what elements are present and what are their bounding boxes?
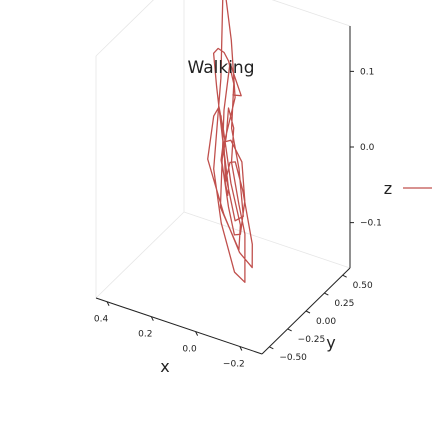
trajectory-line	[207, 0, 253, 283]
y-tick-mark	[342, 274, 347, 278]
pane-edge-6	[95, 0, 154, 57]
y-tick-label: 0.50	[353, 281, 373, 291]
pane-edge-5	[271, 0, 351, 27]
x-tick-mark	[195, 331, 199, 336]
z-tick-label: 0.1	[360, 67, 374, 77]
z-tick-label: −0.1	[360, 219, 382, 229]
pane-edge-1	[95, 211, 185, 299]
y-axis-label: y	[326, 333, 335, 352]
chart-title: Walking	[188, 58, 255, 78]
x-tick-mark	[106, 301, 110, 306]
y-tick-mark	[324, 292, 329, 296]
x-axis-line	[95, 297, 263, 355]
y-tick-mark	[269, 346, 274, 350]
y-tick-mark	[287, 328, 292, 332]
data-layer	[207, 0, 253, 283]
y-tick-label: 0.00	[316, 317, 336, 327]
x-tick-label: 0.2	[138, 330, 152, 340]
pane-edge-0	[183, 211, 351, 269]
x-tick-label: 0.4	[94, 315, 109, 325]
x-tick-label: 0.0	[182, 345, 197, 355]
x-tick-mark	[150, 316, 154, 321]
y-tick-label: 0.25	[334, 299, 354, 309]
x-axis-label: x	[160, 357, 169, 376]
z-tick-label: 0.0	[360, 143, 375, 153]
y-tick-label: −0.25	[298, 335, 326, 345]
x-tick-mark	[239, 346, 243, 351]
y-tick-label: −0.50	[279, 353, 307, 363]
y-tick-mark	[305, 310, 311, 314]
x-tick-label: −0.2	[223, 360, 245, 370]
axes: −0.2 0.0 0.2 0.4 −0.50 −0.25 0.00 0.25 0.50 −0.1 0…	[94, 26, 382, 370]
z-axis-label: z	[384, 179, 392, 198]
